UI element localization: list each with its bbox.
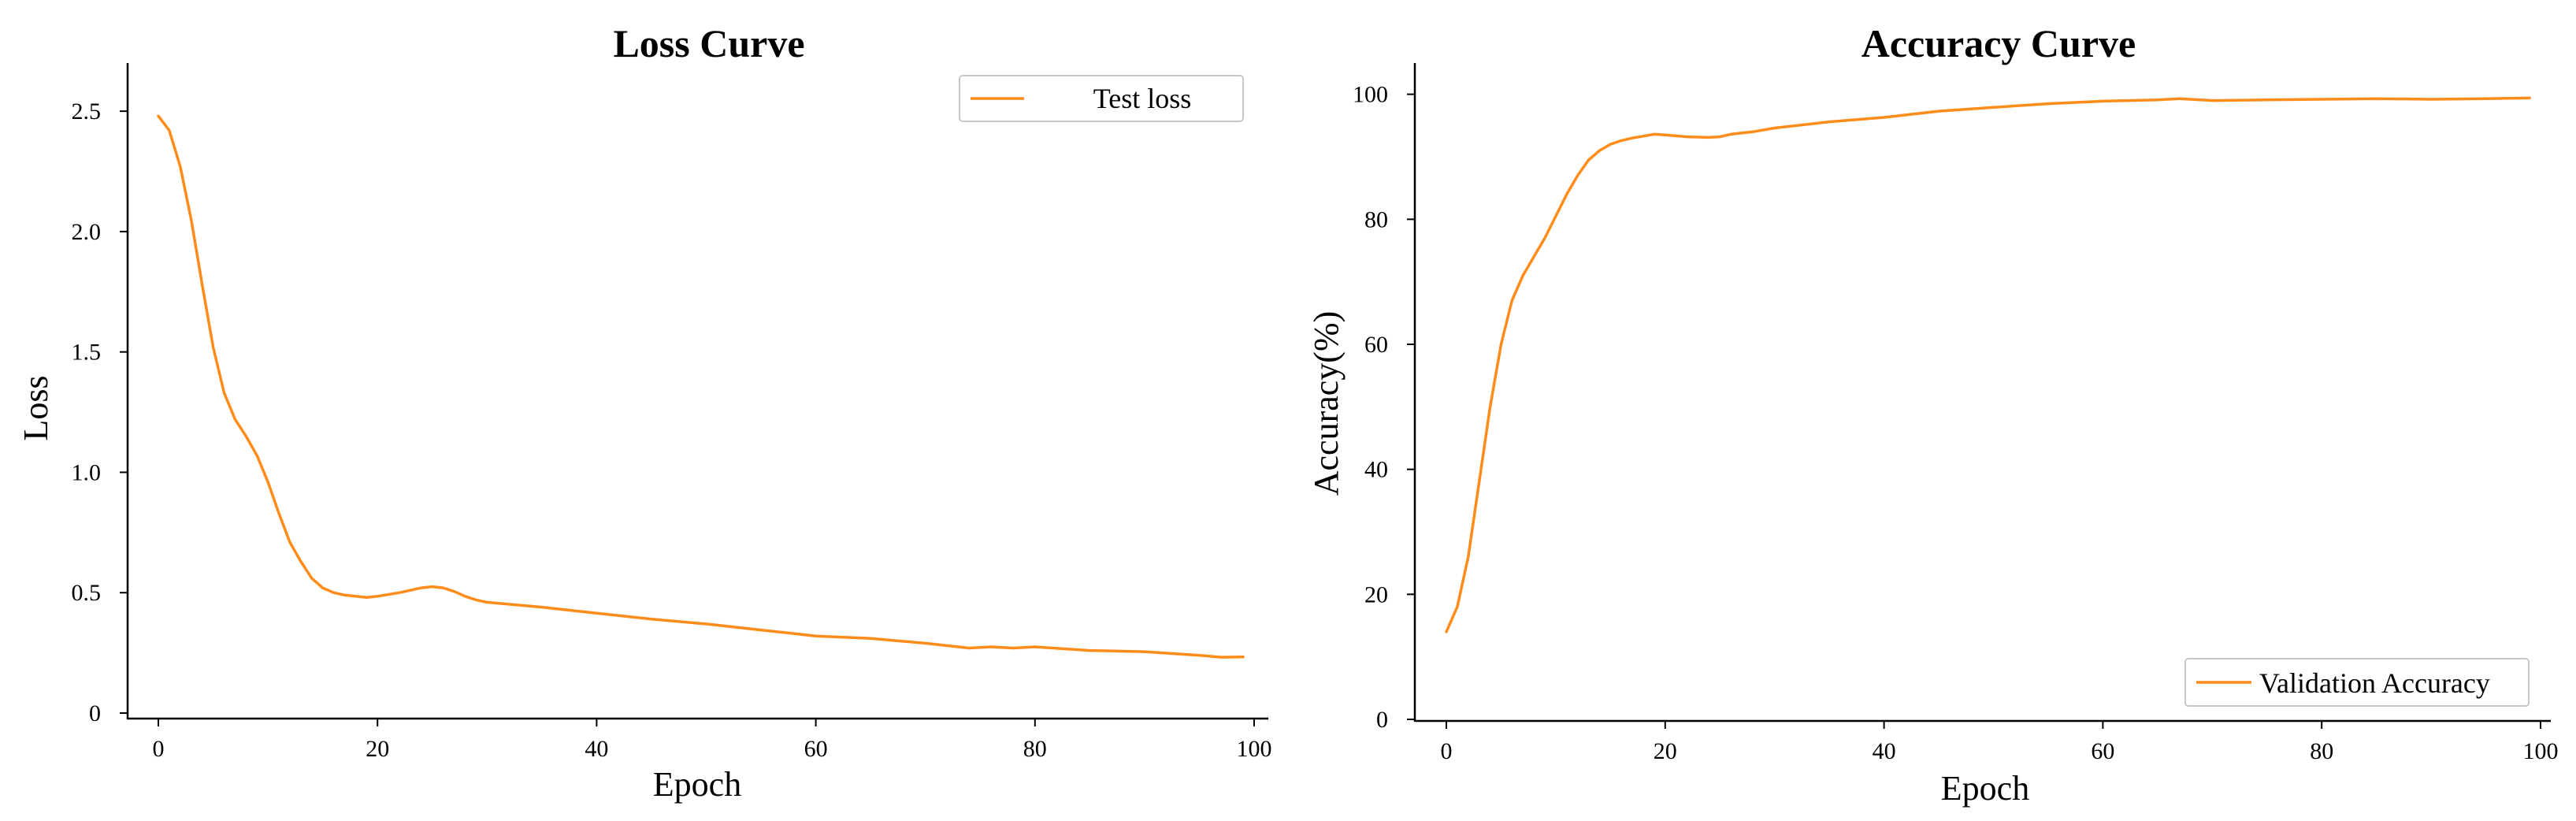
loss-y-tick-label: 0: [89, 700, 101, 726]
loss-x-tick-label: 60: [804, 736, 828, 762]
loss-y-tick-label: 1.0: [72, 459, 102, 485]
loss-x-tick-label: 80: [1023, 736, 1047, 762]
accuracy-y-tick-label: 40: [1364, 457, 1388, 483]
accuracy-legend: Validation Accuracy: [2184, 658, 2530, 707]
accuracy-y-tick-label: 100: [1353, 82, 1388, 108]
accuracy-chart-panel: Accuracy Curve 0 20 40 60 80 100020406080100 …: [1307, 21, 2559, 808]
loss-chart-title: Loss Curve: [613, 21, 804, 65]
loss-y-tick-label: 1.5: [72, 340, 102, 366]
accuracy-legend-label: Validation Accuracy: [2259, 667, 2490, 699]
accuracy-y-axis-label: Accuracy(%): [1307, 311, 1346, 496]
accuracy-x-tick-label: 40: [1873, 738, 1896, 764]
loss-legend: Test loss: [959, 75, 1244, 122]
loss-y-tick-label: 0.5: [72, 580, 102, 606]
accuracy-x-axis-label: Epoch: [1941, 769, 2029, 808]
loss-x-tick-label: 0: [153, 736, 165, 762]
accuracy-x-tick-label: 60: [2091, 738, 2114, 764]
loss-axis-ticks: 0 20 40 60 80 100 0 0.5 1.0 1.5 2.0 2.5: [72, 98, 1272, 762]
loss-y-axis-label: Loss: [17, 375, 55, 440]
loss-x-tick-label: 40: [585, 736, 608, 762]
loss-y-tick-label: 2.0: [72, 219, 102, 245]
accuracy-series-line: [1445, 96, 2531, 633]
accuracy-y-tick-label: 80: [1364, 206, 1388, 232]
loss-y-tick-label: 2.5: [72, 98, 102, 124]
accuracy-y-tick-label: 20: [1364, 581, 1388, 607]
loss-x-tick-label: 100: [1237, 736, 1272, 762]
loss-x-axis-label: Epoch: [653, 765, 741, 804]
accuracy-y-tick-label: 60: [1364, 332, 1388, 358]
loss-x-tick-label: 20: [366, 736, 389, 762]
loss-series-line: [157, 114, 1245, 659]
loss-legend-label: Test loss: [1093, 83, 1192, 114]
accuracy-x-tick-label: 20: [1654, 738, 1677, 764]
loss-legend-box: [959, 75, 1244, 122]
accuracy-x-tick-label: 100: [2523, 738, 2559, 764]
accuracy-x-tick-label: 0: [1441, 738, 1453, 764]
accuracy-chart-title: Accuracy Curve: [1861, 21, 2136, 65]
loss-chart-panel: Loss Curve 0 20 40 60 80 10000.51.01.52.02.5 …: [17, 21, 1272, 804]
accuracy-y-tick-label: 0: [1376, 707, 1388, 733]
accuracy-legend-box: [2184, 658, 2530, 707]
accuracy-axis-ticks: 0 20 40 60 80 100 0 20 40 60 80 100: [1353, 82, 2559, 764]
accuracy-x-tick-label: 80: [2310, 738, 2333, 764]
